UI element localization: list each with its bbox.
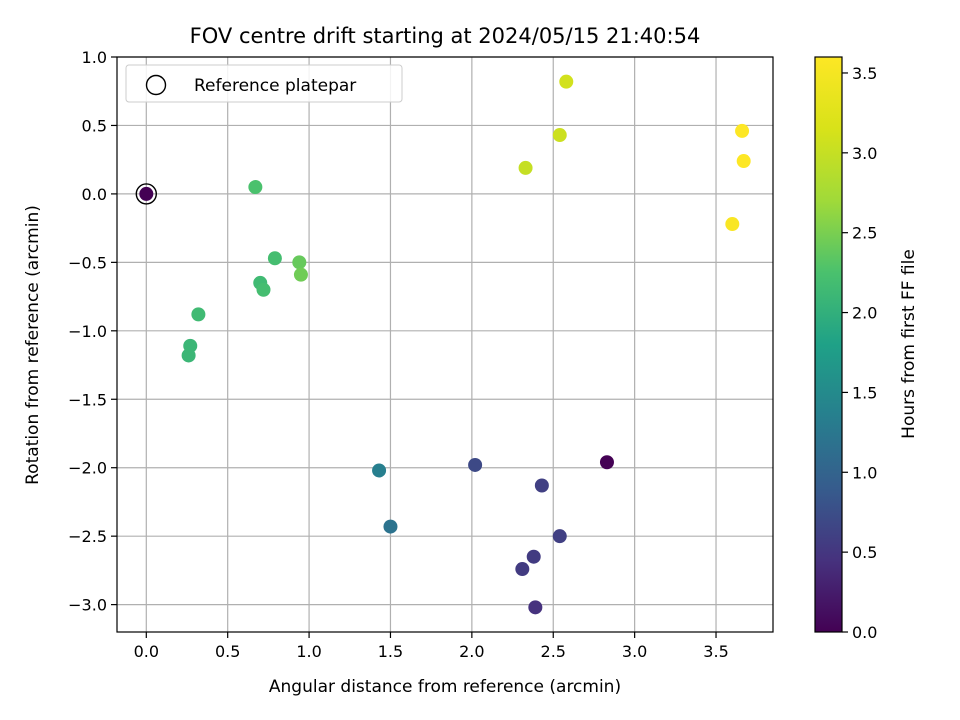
data-point — [725, 217, 740, 232]
y-tick-label: −3.0 — [68, 596, 107, 615]
x-tick-label: 2.0 — [459, 642, 484, 661]
data-point — [599, 455, 614, 470]
colorbar: 0.0 0.5 1.0 1.5 2.0 2.5 3.0 3.5 Hours from firs… — [814, 56, 919, 642]
y-tick-label: −2.5 — [68, 527, 107, 546]
colorbar-tick-label: 3.5 — [852, 64, 877, 83]
x-axis-label: Angular distance from reference (arcmin) — [269, 677, 621, 697]
data-point — [292, 255, 307, 270]
y-tick-label: −1.0 — [68, 322, 107, 341]
data-point — [256, 282, 271, 297]
colorbar-label: Hours from first FF file — [899, 249, 919, 439]
data-point — [191, 307, 206, 322]
data-points — [135, 74, 751, 615]
plot-frame — [116, 56, 774, 633]
legend: Reference platepar — [125, 64, 403, 103]
data-point — [534, 478, 549, 493]
colorbar-tick-label: 2.0 — [852, 304, 877, 323]
y-axis-ticks: 1.0 0.5 0.0 −0.5 −1.0 −1.5 −2.0 −2.5 −3.0 — [68, 48, 117, 615]
y-tick-label: −0.5 — [68, 253, 107, 272]
x-tick-label: 0.5 — [215, 642, 240, 661]
reference-marker — [135, 183, 158, 205]
colorbar-tick-label: 2.5 — [852, 224, 877, 243]
data-point — [526, 549, 541, 564]
colorbar-gradient — [814, 56, 843, 633]
legend-marker-icon — [145, 74, 167, 96]
data-point — [248, 180, 263, 195]
legend-box — [125, 64, 403, 103]
colorbar-tick-label: 1.0 — [852, 463, 877, 482]
grid — [117, 56, 773, 632]
y-tick-label: −2.0 — [68, 459, 107, 478]
x-axis-ticks: 0.0 0.5 1.0 1.5 2.0 2.5 3.0 3.5 — [134, 632, 729, 661]
data-point — [528, 600, 543, 615]
data-point — [293, 267, 308, 282]
x-tick-label: 1.0 — [296, 642, 321, 661]
colorbar-tick-label: 3.0 — [852, 144, 877, 163]
x-tick-label: 3.0 — [622, 642, 647, 661]
data-point — [267, 251, 282, 266]
y-tick-label: 0.0 — [82, 185, 107, 204]
x-tick-label: 1.5 — [378, 642, 403, 661]
x-tick-label: 3.5 — [703, 642, 728, 661]
legend-label: Reference platepar — [194, 76, 356, 96]
x-tick-label: 0.0 — [134, 642, 159, 661]
chart-title: FOV centre drift starting at 2024/05/15 … — [190, 24, 701, 48]
y-tick-label: 0.5 — [82, 116, 107, 135]
data-point — [736, 154, 751, 169]
data-point — [372, 463, 387, 478]
data-point — [518, 160, 533, 175]
colorbar-tick-label: 1.5 — [852, 383, 877, 402]
x-tick-label: 2.5 — [541, 642, 566, 661]
data-point — [552, 128, 567, 143]
data-point — [383, 519, 398, 534]
data-point — [735, 123, 750, 138]
y-tick-label: 1.0 — [82, 48, 107, 67]
data-point — [559, 74, 574, 89]
data-point — [515, 562, 530, 577]
data-point — [139, 186, 154, 201]
y-axis-label: Rotation from reference (arcmin) — [23, 205, 43, 485]
colorbar-tick-label: 0.5 — [852, 543, 877, 562]
colorbar-tick-label: 0.0 — [852, 623, 877, 642]
y-tick-label: −1.5 — [68, 390, 107, 409]
colorbar-ticks: 0.0 0.5 1.0 1.5 2.0 2.5 3.0 3.5 — [842, 64, 877, 642]
data-point — [183, 338, 198, 353]
data-point — [552, 529, 567, 544]
data-point — [468, 457, 483, 472]
